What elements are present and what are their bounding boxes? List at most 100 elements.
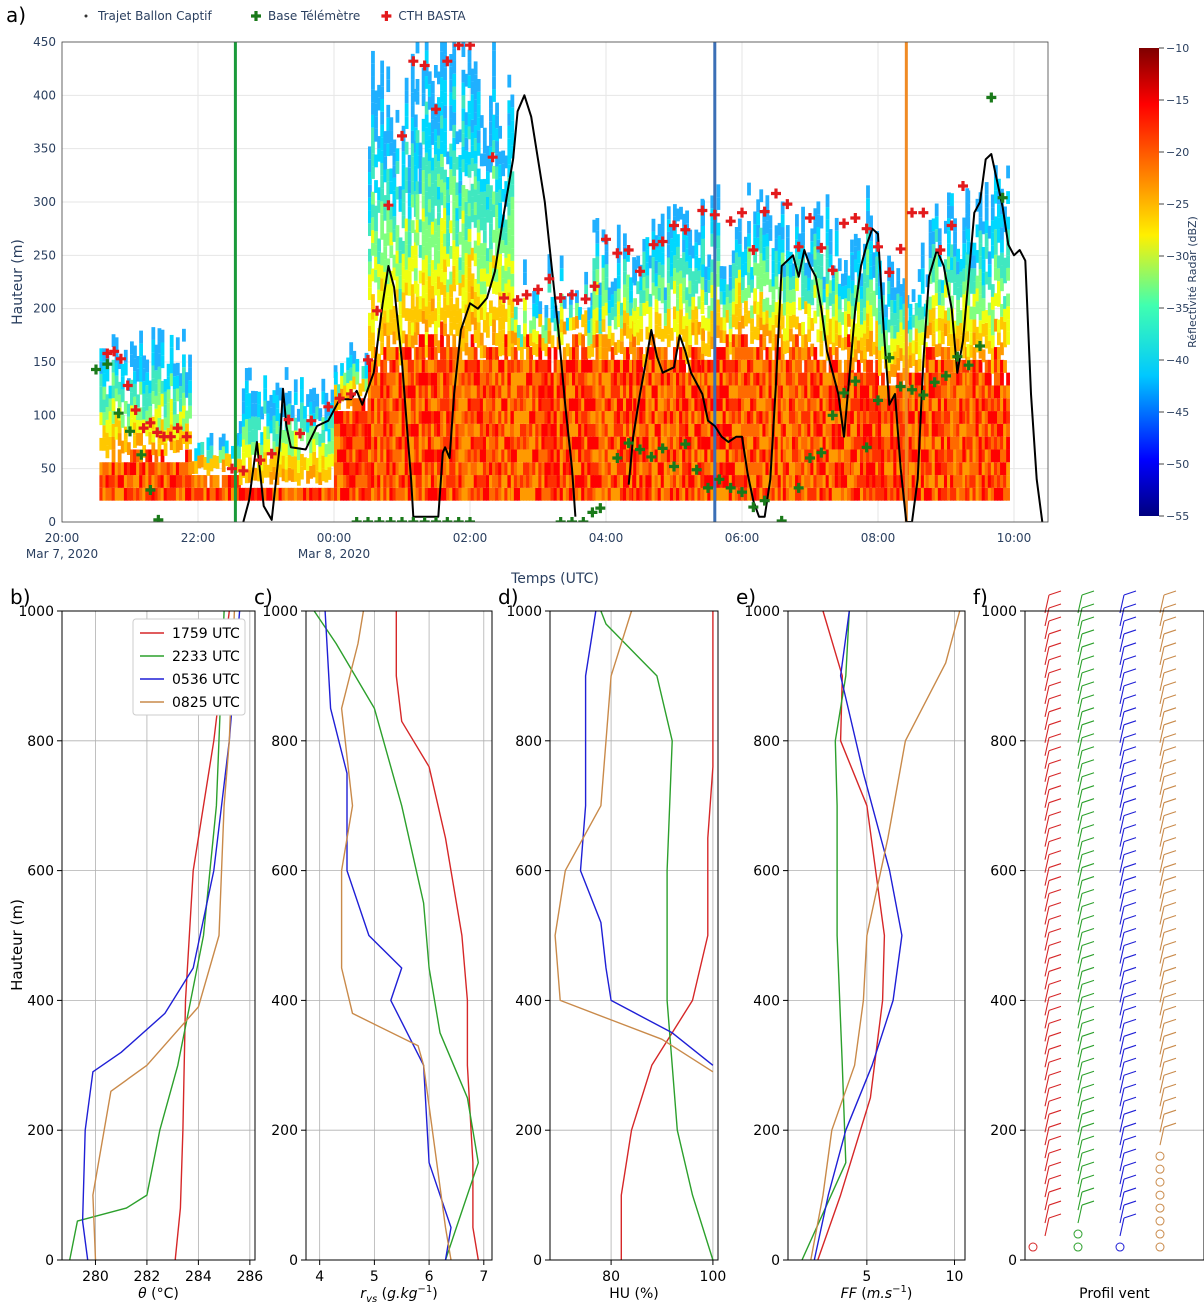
wind-barb bbox=[1044, 1122, 1062, 1146]
calm-wind-marker bbox=[1155, 1203, 1165, 1213]
wind-barb bbox=[1077, 759, 1095, 782]
x-tick-label-a: 20:00 bbox=[45, 531, 80, 545]
wind-barb bbox=[1159, 889, 1177, 912]
wind-barb bbox=[1044, 785, 1062, 808]
panel-label: b) bbox=[10, 585, 31, 609]
wind-barb bbox=[1077, 772, 1095, 795]
wind-barb bbox=[1119, 720, 1137, 743]
wind-barb bbox=[1119, 1109, 1137, 1133]
panel-e: e) 0 200 400 600 800 1000 5 10 FF (m.s−1) bbox=[736, 585, 966, 1302]
wind-barb bbox=[1119, 1096, 1137, 1120]
wind-barb bbox=[1119, 863, 1137, 886]
x-tick-label: 100 bbox=[700, 1269, 727, 1285]
profile-line bbox=[395, 611, 479, 1261]
base-telemetre-marker bbox=[975, 341, 985, 351]
y-tick-label: 800 bbox=[515, 734, 542, 750]
base-telemetre-marker bbox=[657, 443, 668, 454]
y-tick-label: 1000 bbox=[18, 604, 54, 620]
wind-barb bbox=[1119, 616, 1137, 640]
base-telemetre-marker bbox=[805, 453, 815, 463]
wind-barb bbox=[1119, 914, 1137, 938]
base-telemetre-marker bbox=[907, 384, 917, 395]
y-tick-label: 600 bbox=[753, 864, 780, 880]
cth-basta-marker bbox=[839, 218, 849, 229]
wind-barb bbox=[1119, 1148, 1137, 1172]
wind-barb bbox=[1159, 772, 1177, 795]
cth-basta-marker bbox=[895, 243, 906, 254]
base-telemetre-marker bbox=[408, 517, 419, 522]
base-telemetre-marker bbox=[703, 482, 713, 493]
wind-barb bbox=[1119, 1122, 1137, 1146]
y-tick-label: 1000 bbox=[262, 604, 298, 620]
x-axis-title-a: Temps (UTC) bbox=[510, 571, 599, 587]
cth-basta-marker bbox=[567, 289, 577, 300]
calm-wind-marker bbox=[1073, 1242, 1083, 1252]
base-telemetre-marker bbox=[612, 453, 623, 463]
wind-barb bbox=[1159, 1109, 1177, 1133]
base-telemetre-marker bbox=[725, 482, 736, 493]
profile-line bbox=[174, 610, 230, 1261]
cth-basta-marker bbox=[419, 60, 430, 71]
x-axis-title: rvs (g.kg−1) bbox=[360, 1284, 437, 1304]
wind-barb bbox=[1077, 1161, 1095, 1185]
base-telemetre-marker bbox=[793, 482, 804, 493]
legend-marker bbox=[251, 11, 261, 21]
wind-barb bbox=[1077, 1070, 1095, 1094]
wind-barb bbox=[1044, 901, 1062, 925]
wind-barb bbox=[1044, 772, 1062, 795]
base-telemetre-marker bbox=[839, 387, 849, 398]
balloon-trajectory-line bbox=[242, 94, 577, 522]
base-telemetre-marker bbox=[759, 495, 770, 506]
wind-barb bbox=[1044, 811, 1062, 834]
wind-barb bbox=[1159, 837, 1177, 860]
legend-marker bbox=[381, 11, 392, 21]
wind-barb bbox=[1119, 798, 1137, 821]
x-tick-sublabel-a: Mar 8, 2020 bbox=[298, 547, 370, 561]
x-tick-label-a: 10:00 bbox=[997, 531, 1032, 545]
cth-basta-marker bbox=[115, 353, 126, 364]
wind-barb bbox=[1159, 1122, 1177, 1146]
wind-barb bbox=[1077, 966, 1095, 990]
wind-barb bbox=[1159, 798, 1177, 821]
wind-barb bbox=[1044, 1174, 1062, 1198]
legend-label: Trajet Ballon Captif bbox=[97, 9, 212, 23]
cth-basta-marker bbox=[283, 414, 294, 425]
wind-barb bbox=[1044, 927, 1062, 951]
y-tick-label: 800 bbox=[271, 734, 298, 750]
panel-label: d) bbox=[498, 585, 519, 609]
base-telemetre-marker bbox=[623, 438, 634, 449]
cth-basta-marker bbox=[612, 248, 623, 259]
cth-basta-marker bbox=[408, 56, 419, 67]
base-telemetre-marker bbox=[374, 517, 385, 522]
wind-barb bbox=[1119, 1070, 1137, 1094]
profile-line bbox=[92, 610, 236, 1261]
cth-basta-marker bbox=[884, 267, 895, 278]
base-telemetre-marker bbox=[714, 474, 725, 485]
wind-barb bbox=[1119, 681, 1137, 704]
y-tick-label: 600 bbox=[515, 864, 542, 880]
wind-barb bbox=[1044, 668, 1062, 691]
y-tick-label: 200 bbox=[515, 1123, 542, 1139]
cth-basta-marker bbox=[601, 234, 611, 245]
wind-barb bbox=[1159, 824, 1177, 847]
y-tick-label: 400 bbox=[27, 993, 54, 1009]
wind-barb bbox=[1159, 720, 1177, 743]
cth-basta-marker bbox=[499, 293, 509, 303]
cth-basta-marker bbox=[238, 465, 249, 476]
wind-barb bbox=[1044, 837, 1062, 860]
x-tick-label-a: 00:00 bbox=[317, 531, 352, 545]
cth-basta-marker bbox=[805, 213, 815, 223]
cth-basta-marker bbox=[346, 389, 356, 399]
wind-barb bbox=[1077, 590, 1095, 614]
wind-barb bbox=[1044, 1083, 1062, 1107]
cth-basta-marker bbox=[623, 245, 634, 255]
wind-barb bbox=[1119, 953, 1137, 977]
y-tick-label-a: 450 bbox=[33, 35, 56, 49]
wind-barb bbox=[1077, 876, 1095, 899]
profile-line bbox=[313, 610, 479, 1261]
base-telemetre-marker bbox=[431, 517, 441, 522]
wind-barb bbox=[1077, 863, 1095, 886]
wind-barb bbox=[1044, 953, 1062, 977]
wind-barb bbox=[1159, 616, 1177, 640]
wind-barb bbox=[1077, 746, 1095, 769]
